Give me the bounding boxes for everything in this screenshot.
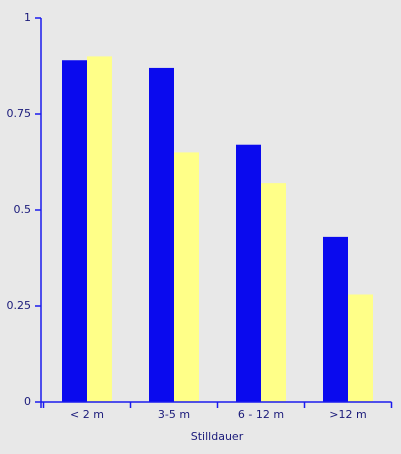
x-tick-label: >12 m	[329, 408, 366, 421]
bar	[261, 183, 286, 402]
y-tick-label: 1	[24, 11, 31, 24]
y-tick-label: 0	[24, 395, 31, 408]
bar	[149, 67, 174, 403]
x-tick-label: 3-5 m	[158, 408, 190, 421]
bar	[87, 56, 112, 403]
bar	[323, 236, 348, 402]
y-tick-label: 0.5	[14, 203, 32, 216]
bar	[174, 152, 199, 402]
bar	[236, 144, 261, 402]
x-axis-label: Stilldauer	[191, 430, 244, 443]
bar	[348, 294, 373, 402]
bar	[62, 60, 87, 403]
x-tick-label: < 2 m	[70, 408, 104, 421]
y-tick-label: 0.25	[7, 299, 32, 312]
x-tick-label: 6 - 12 m	[238, 408, 284, 421]
y-tick-label: 0.75	[7, 107, 32, 120]
